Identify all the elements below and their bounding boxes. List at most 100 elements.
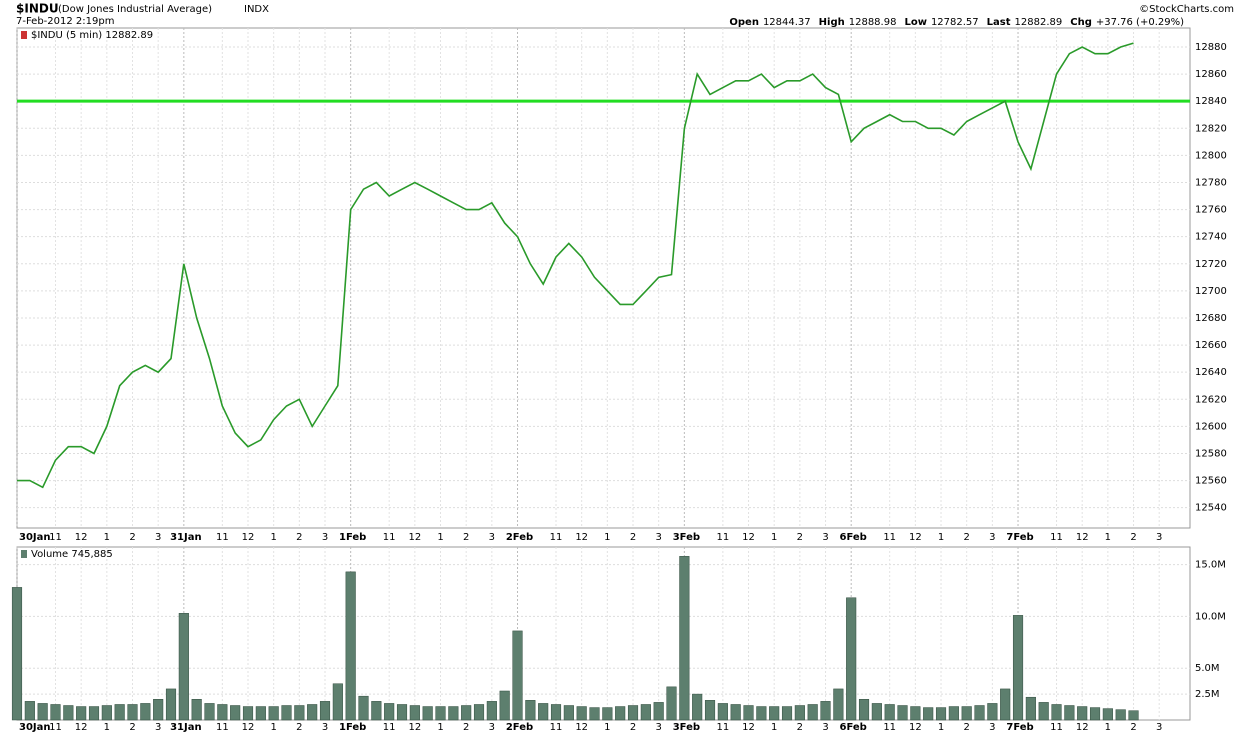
volume-bar: [1038, 702, 1049, 721]
x-tick-label: 6Feb: [840, 532, 867, 543]
volume-bar: [666, 686, 677, 721]
x-tick-label: 30Jan: [19, 532, 51, 543]
volume-bar: [294, 705, 305, 721]
volume-bar: [576, 706, 587, 721]
x-tick-label: 2: [296, 532, 302, 543]
x-tick-label: 12: [909, 532, 922, 543]
volume-bar: [281, 705, 292, 721]
x-tick-label: 11: [383, 722, 396, 733]
x-tick-label: 6Feb: [840, 722, 867, 733]
x-tick-label: 1: [604, 722, 610, 733]
volume-bar: [743, 705, 754, 721]
y-tick-label: 2.5M: [1195, 689, 1220, 700]
volume-bar: [499, 690, 510, 721]
volume-bar: [833, 688, 844, 721]
volume-bar: [473, 704, 485, 721]
y-tick-label: 12680: [1195, 313, 1227, 324]
y-tick-label: 12560: [1195, 476, 1227, 487]
legend: $INDU (5 min) 12882.89: [31, 30, 153, 41]
volume-bar: [730, 704, 741, 721]
x-tick-label: 7Feb: [1006, 532, 1033, 543]
volume-bar: [1102, 708, 1113, 721]
y-tick-label: 12700: [1195, 286, 1227, 297]
volume-bar: [37, 703, 48, 721]
x-tick-label: 11: [550, 722, 563, 733]
volume-bar: [1012, 615, 1024, 721]
x-tick-label: 7Feb: [1006, 722, 1033, 733]
volume-bar: [101, 705, 112, 721]
x-tick-label: 3: [155, 532, 161, 543]
y-tick-label: 5.0M: [1195, 663, 1220, 674]
x-tick-label: 31Jan: [170, 532, 202, 543]
x-tick-label: 11: [883, 532, 896, 543]
y-tick-label: 12540: [1195, 503, 1227, 514]
x-tick-label: 3: [489, 532, 495, 543]
x-tick-label: 2: [463, 722, 469, 733]
volume-bar: [589, 707, 600, 721]
volume-bar: [204, 703, 215, 721]
x-tick-label: 12: [242, 722, 255, 733]
volume-bar: [114, 704, 125, 721]
volume-bar: [486, 701, 497, 721]
volume-bar: [923, 707, 934, 721]
volume-bar: [178, 613, 189, 721]
y-tick-label: 12720: [1195, 259, 1227, 270]
x-tick-label: 11: [883, 722, 896, 733]
stat-label: High: [819, 17, 845, 28]
x-tick-label: 3: [322, 532, 328, 543]
y-tick-label: 12800: [1195, 150, 1227, 161]
volume-bar: [884, 704, 895, 721]
x-tick-label: 2: [463, 532, 469, 543]
x-tick-label: 11: [383, 532, 396, 543]
exchange: INDX: [244, 4, 269, 15]
x-tick-label: 1: [104, 532, 110, 543]
volume-bar: [807, 704, 818, 721]
volume-bar: [217, 704, 228, 721]
volume-bar: [76, 706, 87, 721]
panel-frame: [16, 546, 1191, 721]
legend-swatch: [21, 31, 27, 39]
y-tick-label: 12660: [1195, 340, 1227, 351]
x-tick-label: 3: [1156, 722, 1162, 733]
price-line: [17, 42, 1134, 489]
volume-bar: [50, 704, 61, 721]
x-tick-label: 12: [575, 722, 588, 733]
volume-bar: [704, 700, 716, 721]
volume-bar: [948, 706, 959, 721]
volume-bar: [961, 706, 972, 721]
x-tick-label: 12: [408, 532, 421, 543]
x-tick-label: 11: [1050, 532, 1063, 543]
volume-bar: [140, 703, 151, 721]
y-tick-label: 10.0M: [1195, 611, 1226, 622]
x-tick-label: 1: [1105, 722, 1111, 733]
x-tick-label: 1: [270, 722, 276, 733]
x-tick-label: 2: [964, 532, 970, 543]
volume-bar: [1000, 688, 1011, 721]
x-tick-label: 12: [575, 532, 588, 543]
y-tick-label: 12640: [1195, 367, 1227, 378]
x-tick-label: 3: [822, 532, 828, 543]
volume-bar: [448, 706, 459, 721]
x-tick-label: 11: [716, 532, 729, 543]
y-tick-label: 12780: [1195, 177, 1227, 188]
volume-bar: [1064, 705, 1075, 721]
panel-frame: [16, 27, 1191, 529]
x-tick-label: 3: [655, 532, 661, 543]
x-tick-label: 1: [104, 722, 110, 733]
date: 7-Feb-2012 2:19pm: [16, 16, 114, 27]
volume-bar: [242, 706, 254, 721]
volume-bar: [615, 706, 626, 721]
x-tick-label: 2: [630, 722, 636, 733]
stat-label: Low: [904, 17, 926, 28]
volume-bar: [396, 704, 408, 721]
volume-bar: [191, 699, 202, 721]
x-tick-label: 12: [1076, 722, 1089, 733]
legend-swatch: [21, 550, 27, 558]
stat-value: 12782.57: [931, 17, 979, 28]
volume-bar: [332, 683, 343, 721]
volume-bar: [781, 706, 793, 721]
volume-bar: [1115, 709, 1126, 721]
x-tick-label: 31Jan: [170, 722, 202, 733]
volume-bar: [756, 706, 767, 721]
y-tick-label: 12580: [1195, 448, 1227, 459]
